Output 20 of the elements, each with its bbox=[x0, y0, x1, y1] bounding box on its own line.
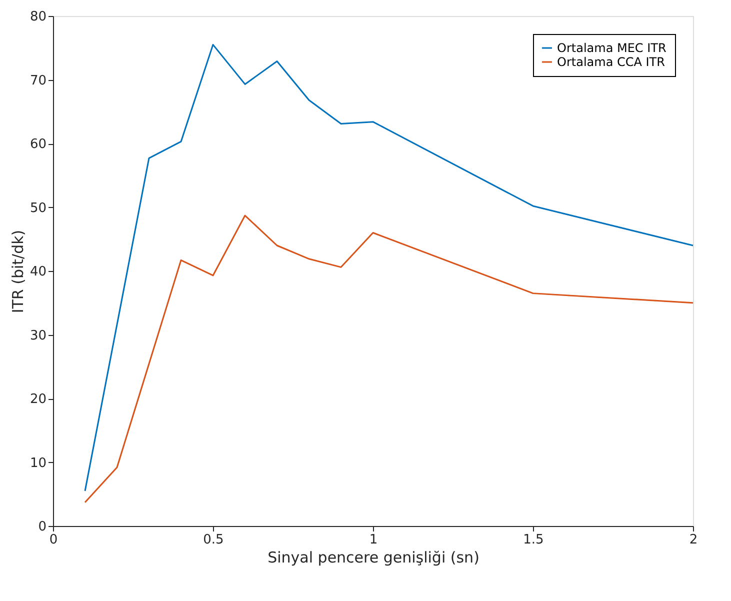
y-tick-label: 10 bbox=[30, 456, 46, 471]
y-tick-label: 70 bbox=[30, 73, 46, 88]
y-tick-label: 40 bbox=[30, 264, 46, 280]
y-tick-label: 0 bbox=[38, 520, 46, 534]
y-tick-label: 50 bbox=[30, 200, 46, 216]
x-tick-label: 1.5 bbox=[523, 532, 544, 548]
x-tick-label: 2 bbox=[689, 532, 698, 548]
line-series bbox=[84, 44, 694, 492]
legend-label: Ortalama MEC ITR bbox=[557, 41, 666, 55]
x-tick-label: 0 bbox=[49, 532, 58, 548]
y-tick-label: 80 bbox=[30, 10, 46, 24]
y-tick-label: 20 bbox=[30, 392, 46, 407]
y-axis-title: ITR (bit/dk) bbox=[8, 230, 27, 314]
line-series bbox=[84, 214, 694, 504]
x-tick-label: 1 bbox=[369, 532, 378, 548]
y-tick-label: 30 bbox=[30, 328, 46, 344]
y-tick-label: 60 bbox=[30, 137, 46, 152]
legend-label: Ortalama CCA ITR bbox=[557, 55, 665, 69]
x-tick-label: 0.5 bbox=[203, 532, 224, 548]
x-axis-title: Sinyal pencere genişliği (sn) bbox=[268, 548, 480, 566]
